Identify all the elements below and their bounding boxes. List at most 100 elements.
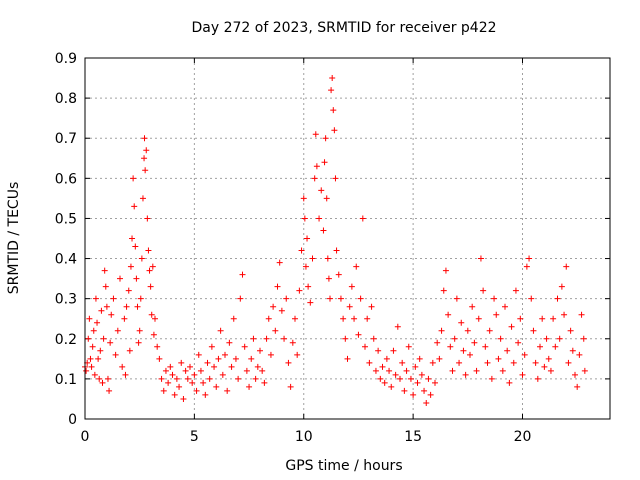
- data-point: [342, 335, 349, 342]
- data-point: [460, 347, 467, 354]
- data-point: [425, 375, 432, 382]
- data-point: [296, 287, 303, 294]
- data-point: [241, 343, 248, 350]
- data-point: [112, 351, 119, 358]
- data-point: [440, 287, 447, 294]
- plot-frame: [84, 57, 611, 420]
- data-point: [434, 339, 441, 346]
- data-point: [176, 383, 183, 390]
- data-point: [83, 367, 90, 374]
- x-axis-label: GPS time / hours: [285, 458, 402, 474]
- data-point: [512, 287, 519, 294]
- data-point: [195, 351, 202, 358]
- data-point: [353, 263, 360, 270]
- data-point: [119, 363, 126, 370]
- data-point: [574, 383, 581, 390]
- data-point: [340, 315, 347, 322]
- data-point: [149, 263, 156, 270]
- data-point: [311, 175, 318, 182]
- data-point: [104, 375, 111, 382]
- data-point: [323, 195, 330, 202]
- data-point: [321, 159, 328, 166]
- data-point: [445, 311, 452, 318]
- data-point: [491, 295, 498, 302]
- data-point: [462, 371, 469, 378]
- data-point: [327, 295, 333, 302]
- data-point: [98, 307, 105, 314]
- data-point: [135, 339, 142, 346]
- data-point: [344, 355, 351, 362]
- data-point: [237, 295, 244, 302]
- data-point: [530, 327, 537, 334]
- x-tick-label: 10: [295, 429, 313, 445]
- data-point: [148, 311, 155, 318]
- data-point: [211, 363, 218, 370]
- data-point: [165, 379, 172, 386]
- data-point: [436, 355, 443, 362]
- data-point: [107, 339, 114, 346]
- data-point: [355, 331, 362, 338]
- data-point: [418, 371, 425, 378]
- data-point: [167, 363, 174, 370]
- data-point: [200, 379, 207, 386]
- x-tick-label: 20: [514, 429, 532, 445]
- data-point: [97, 347, 104, 354]
- data-point: [193, 387, 200, 394]
- data-point: [146, 267, 153, 274]
- data-point: [366, 359, 373, 366]
- data-point: [331, 127, 338, 134]
- data-point: [141, 155, 148, 162]
- data-point: [532, 359, 539, 366]
- data-point: [372, 367, 379, 374]
- data-point: [423, 399, 430, 406]
- data-point: [390, 347, 397, 354]
- data-point: [215, 355, 222, 362]
- data-point: [127, 263, 134, 270]
- data-point: [206, 375, 213, 382]
- data-point: [137, 295, 144, 302]
- data-point: [90, 327, 97, 334]
- data-point: [85, 335, 92, 342]
- data-point: [219, 371, 226, 378]
- data-point: [359, 215, 366, 222]
- data-point: [368, 303, 375, 310]
- data-point: [222, 351, 228, 358]
- data-point: [576, 351, 583, 358]
- data-point: [274, 283, 281, 290]
- data-point: [259, 367, 266, 374]
- data-point: [184, 375, 191, 382]
- data-point: [473, 367, 480, 374]
- data-point: [392, 371, 399, 378]
- data-point: [96, 375, 103, 382]
- y-axis-ticks: 0 0.1 0.2 0.3 0.4 0.5 0.6 0.7 0.8 0.9: [55, 51, 610, 428]
- data-point: [377, 375, 384, 382]
- data-point: [453, 295, 460, 302]
- data-point: [292, 315, 298, 322]
- data-point: [88, 363, 95, 370]
- data-point: [138, 255, 145, 262]
- data-point: [330, 107, 337, 114]
- data-point: [432, 379, 438, 386]
- data-point: [246, 383, 253, 390]
- data-point: [298, 247, 305, 254]
- data-point: [142, 167, 149, 174]
- data-point: [375, 347, 382, 354]
- data-point: [281, 335, 288, 342]
- data-point: [451, 335, 458, 342]
- data-point: [569, 347, 576, 354]
- y-tick-label: 0.3: [55, 292, 77, 308]
- data-point: [178, 359, 185, 366]
- data-point: [383, 355, 390, 362]
- data-point: [362, 343, 368, 350]
- data-point: [143, 147, 150, 154]
- data-point: [139, 195, 146, 202]
- data-point: [416, 355, 423, 362]
- chart-title: Day 272 of 2023, SRMTID for receiver p42…: [191, 20, 496, 36]
- data-point: [126, 347, 133, 354]
- data-point: [191, 371, 198, 378]
- data-point: [285, 359, 292, 366]
- data-point: [351, 315, 358, 322]
- data-point: [328, 87, 335, 94]
- y-tick-label: 0.9: [55, 51, 77, 67]
- data-point: [136, 327, 143, 334]
